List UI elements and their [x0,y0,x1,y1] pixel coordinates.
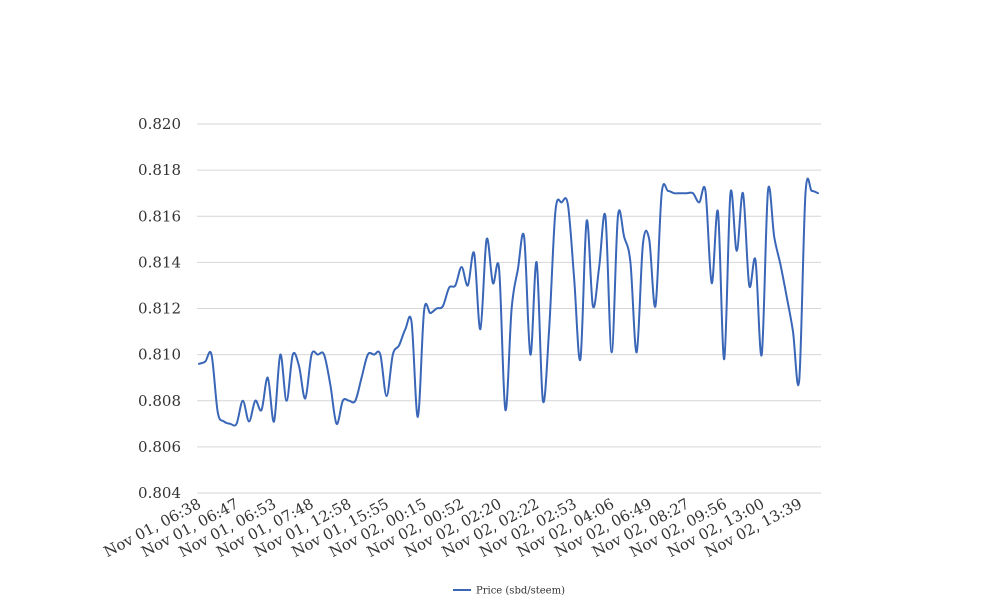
y-tick-label: 0.806 [138,438,181,456]
price-series-line [198,177,819,427]
legend-label-price: Price (sbd/steem) [476,586,565,597]
y-tick-label: 0.810 [138,346,181,364]
y-tick-label: 0.804 [138,484,181,502]
y-tick-label: 0.812 [138,300,181,318]
legend: Price (sbd/steem) [453,586,565,597]
y-axis-ticks: 0.804 0.806 0.808 0.810 0.812 0.814 0.816 0.818… [138,115,181,502]
y-tick-label: 0.808 [138,392,181,410]
y-tick-label: 0.816 [138,207,181,225]
gridlines [197,123,821,494]
y-tick-label: 0.818 [138,161,181,179]
y-tick-label: 0.820 [138,115,181,133]
y-tick-label: 0.814 [138,253,181,271]
